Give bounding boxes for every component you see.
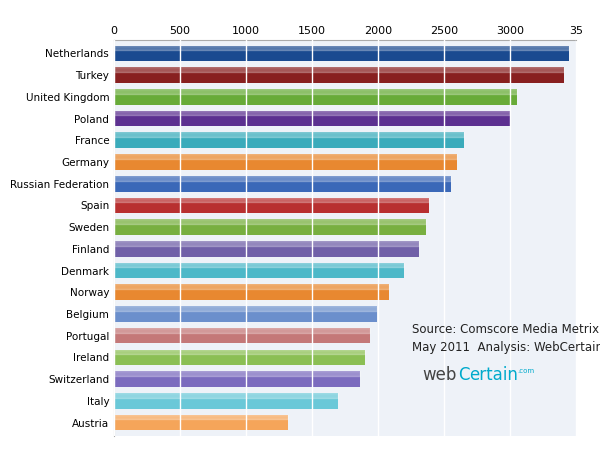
Bar bbox=[114, 219, 425, 235]
Bar bbox=[114, 263, 404, 278]
Bar bbox=[114, 176, 451, 192]
Bar bbox=[114, 89, 517, 94]
Bar bbox=[114, 328, 370, 343]
Bar bbox=[114, 241, 419, 257]
Bar bbox=[114, 132, 464, 137]
Bar bbox=[114, 154, 457, 159]
Bar bbox=[114, 198, 430, 202]
Bar bbox=[114, 350, 365, 365]
Text: web: web bbox=[422, 366, 457, 384]
Bar bbox=[114, 132, 464, 148]
Text: Source: Comscore Media Metrix
May 2011  Analysis: WebCertain: Source: Comscore Media Metrix May 2011 A… bbox=[412, 323, 600, 354]
Bar bbox=[114, 46, 569, 61]
Bar bbox=[114, 284, 389, 300]
Text: C: C bbox=[458, 366, 470, 384]
Text: .com: .com bbox=[517, 368, 534, 374]
Bar bbox=[114, 111, 510, 126]
Bar bbox=[114, 284, 389, 289]
Bar bbox=[114, 198, 430, 213]
Bar bbox=[114, 111, 510, 115]
Bar bbox=[114, 154, 457, 170]
Bar bbox=[114, 219, 425, 224]
Bar bbox=[114, 176, 451, 180]
Bar bbox=[114, 415, 288, 430]
Bar bbox=[114, 350, 365, 354]
Text: ertain: ertain bbox=[469, 366, 518, 384]
Bar bbox=[114, 67, 564, 83]
Bar bbox=[114, 415, 288, 419]
Bar bbox=[114, 263, 404, 268]
Bar bbox=[114, 371, 359, 376]
Bar bbox=[114, 306, 377, 311]
Bar bbox=[114, 67, 564, 72]
Bar bbox=[114, 328, 370, 333]
Bar bbox=[114, 241, 419, 246]
Bar bbox=[114, 371, 359, 387]
Bar bbox=[114, 393, 338, 398]
Bar bbox=[114, 89, 517, 105]
Bar bbox=[114, 46, 569, 50]
Bar bbox=[114, 393, 338, 409]
Bar bbox=[114, 306, 377, 322]
